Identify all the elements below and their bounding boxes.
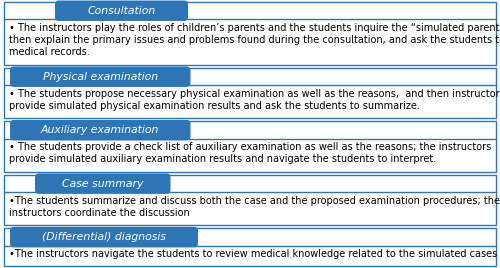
Text: Consultation: Consultation [88, 6, 156, 16]
Text: •The students summarize and discuss both the case and the proposed examination p: •The students summarize and discuss both… [9, 196, 500, 218]
FancyBboxPatch shape [4, 175, 496, 225]
Text: Case summary: Case summary [62, 179, 144, 189]
FancyBboxPatch shape [10, 120, 190, 140]
Text: Auxiliary examination: Auxiliary examination [41, 125, 160, 135]
FancyBboxPatch shape [4, 68, 496, 118]
FancyBboxPatch shape [4, 121, 496, 172]
Text: • The instructors play the roles of children’s parents and the students inquire : • The instructors play the roles of chil… [9, 23, 500, 57]
Text: •The instructors navigate the students to review medical knowledge related to th: •The instructors navigate the students t… [9, 249, 497, 259]
Text: Physical examination: Physical examination [42, 72, 158, 82]
FancyBboxPatch shape [35, 173, 170, 194]
FancyBboxPatch shape [10, 227, 198, 247]
FancyBboxPatch shape [10, 66, 190, 87]
FancyBboxPatch shape [55, 1, 188, 21]
FancyBboxPatch shape [4, 2, 496, 65]
FancyBboxPatch shape [4, 228, 496, 266]
Text: • The students propose necessary physical examination as well as the reasons,  a: • The students propose necessary physica… [9, 89, 500, 111]
Text: (Differential) diagnosis: (Differential) diagnosis [42, 232, 166, 242]
Text: • The students provide a check list of auxiliary examination as well as the reas: • The students provide a check list of a… [9, 142, 491, 164]
